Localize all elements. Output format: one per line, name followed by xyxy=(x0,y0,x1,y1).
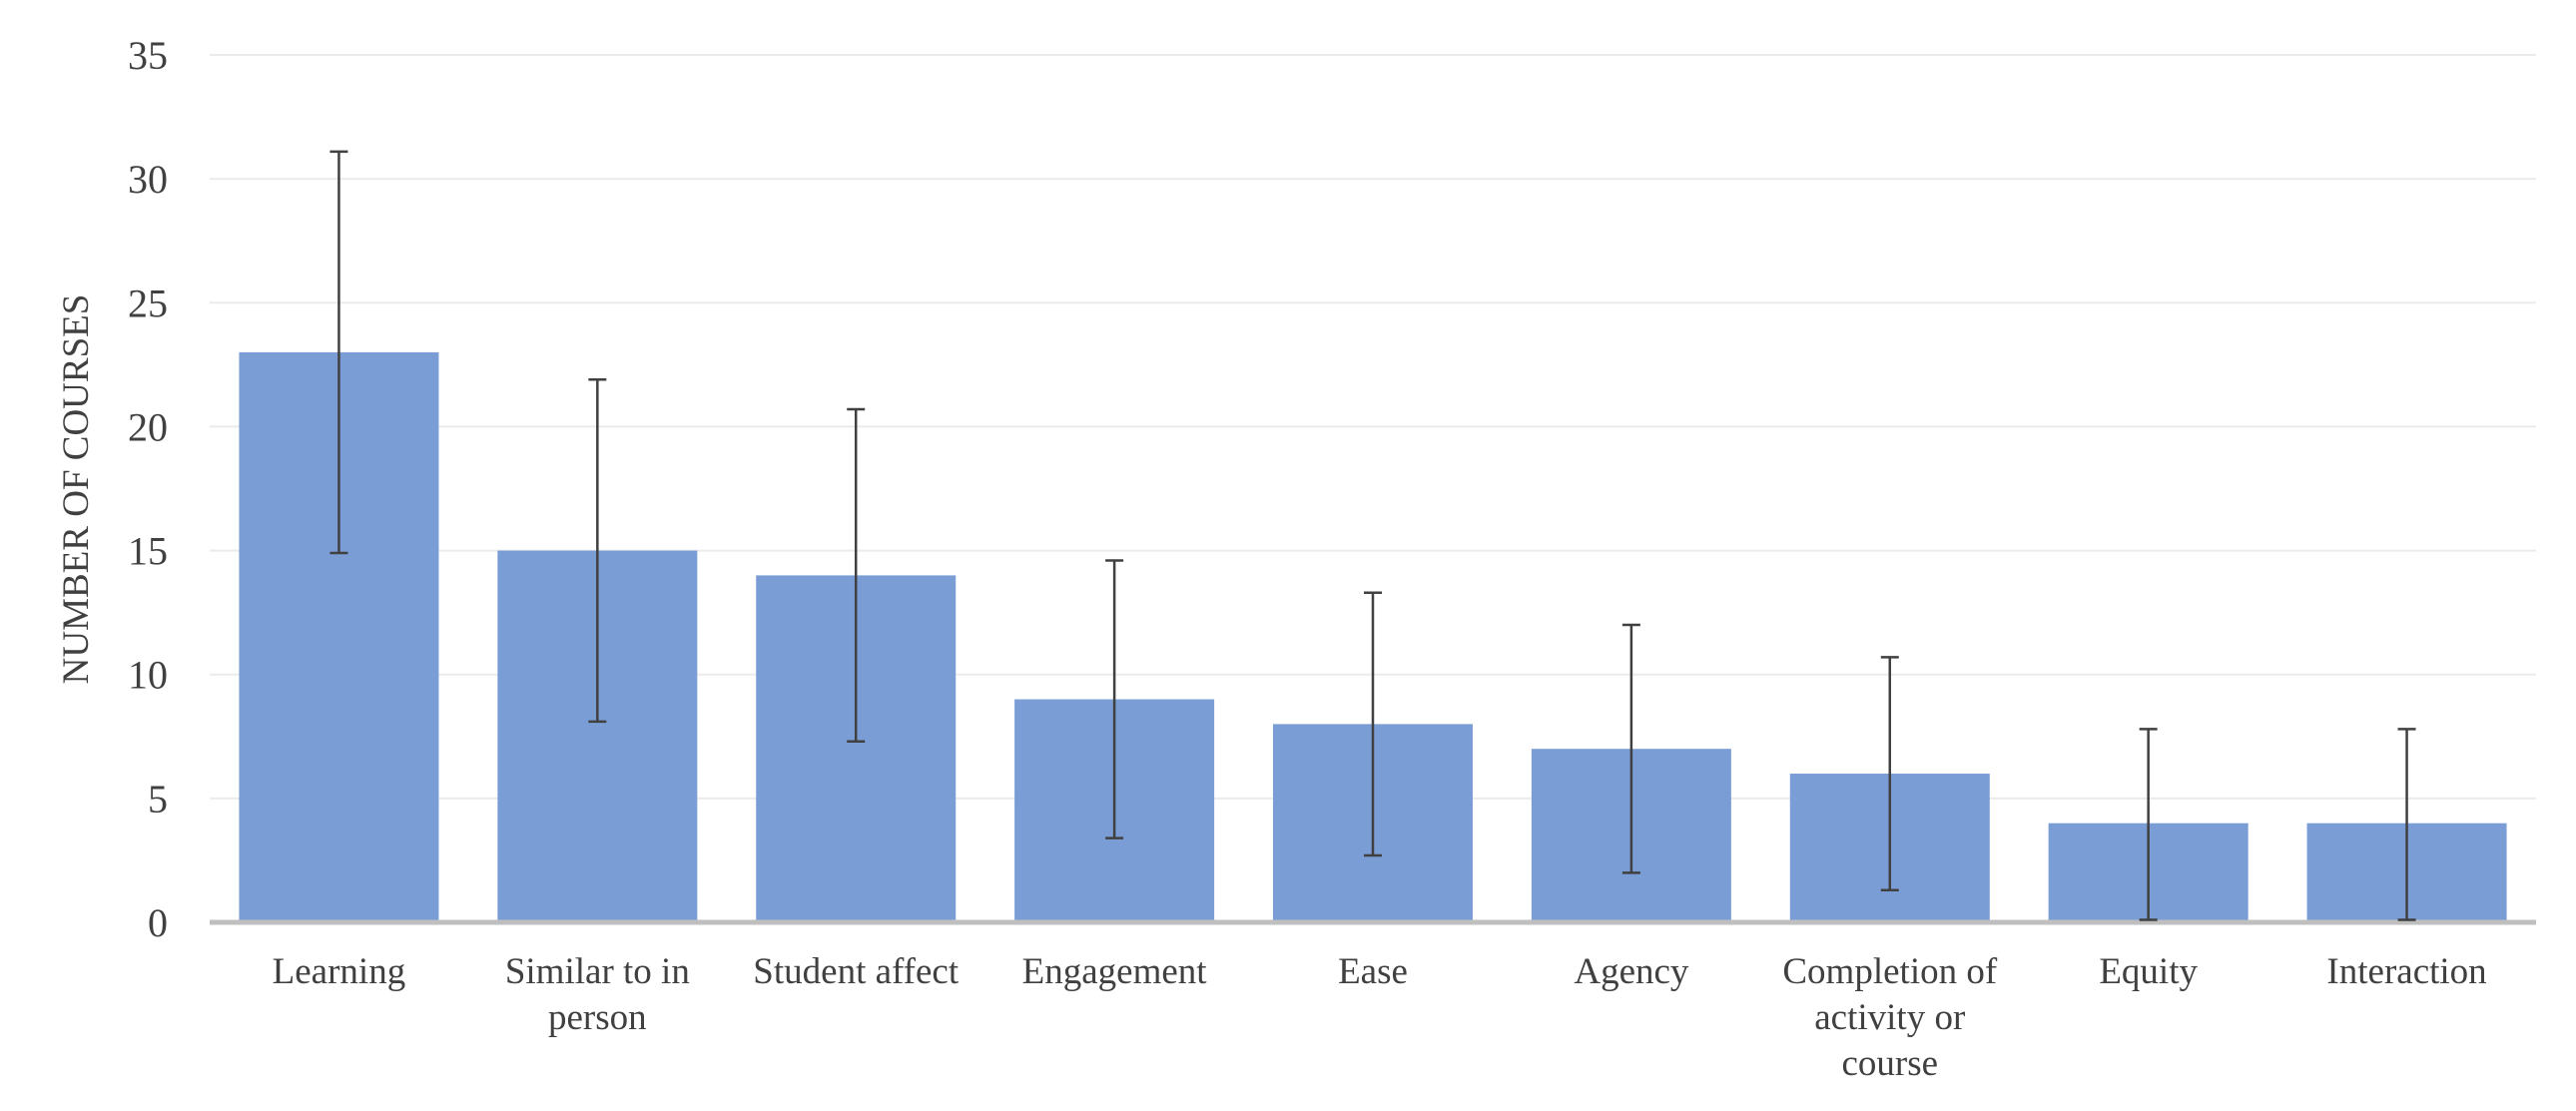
error-bar xyxy=(1880,656,1899,891)
x-tick-label: Engagement xyxy=(1022,951,1208,992)
x-tick-labels: Learning Similar to in person Student affec… xyxy=(273,951,2487,1084)
x-tick-label: Learning xyxy=(273,951,406,992)
y-tick-label: 5 xyxy=(148,777,168,822)
x-tick-label-line: person xyxy=(548,997,647,1038)
x-tick-label: Equity xyxy=(2099,951,2198,992)
error-bar xyxy=(1364,591,1382,857)
x-tick-label-line: course xyxy=(1841,1043,1938,1084)
y-tick-label: 20 xyxy=(128,404,168,449)
error-bar xyxy=(329,150,348,555)
error-bar xyxy=(1105,559,1124,839)
x-tick-label: Agency xyxy=(1574,951,1689,992)
error-bar xyxy=(1621,623,1640,874)
y-axis-title: NUMBER OF COURSES xyxy=(56,294,97,685)
x-tick-label: Similar to in person xyxy=(505,951,690,1038)
y-tick-label: 10 xyxy=(128,653,168,698)
x-tick-label-line: Similar to in xyxy=(505,951,690,992)
error-bar xyxy=(2139,728,2158,921)
x-tick-label: Student affect xyxy=(753,951,960,992)
x-tick-label-line: Engagement xyxy=(1022,951,1208,992)
y-tick-labels: 0 5 10 15 20 25 30 35 xyxy=(128,33,168,945)
error-bars xyxy=(329,150,2416,921)
x-tick-label: Ease xyxy=(1338,951,1408,992)
y-tick-label: 15 xyxy=(128,529,168,574)
x-tick-label-line: Interaction xyxy=(2326,951,2486,992)
error-bar xyxy=(2397,728,2416,921)
x-tick-label: Completion of activity or course xyxy=(1782,951,1997,1084)
y-tick-label: 0 xyxy=(148,900,168,945)
y-tick-label: 25 xyxy=(128,280,168,325)
x-tick-label-line: Completion of xyxy=(1782,951,1997,992)
x-tick-label-line: Equity xyxy=(2099,951,2198,992)
x-tick-label-line: Ease xyxy=(1338,951,1408,992)
x-tick-label-line: Student affect xyxy=(753,951,960,992)
y-tick-label: 30 xyxy=(128,157,168,202)
x-tick-label-line: activity or xyxy=(1814,997,1965,1038)
x-tick-label-line: Learning xyxy=(273,951,406,992)
x-tick-label-line: Agency xyxy=(1574,951,1689,992)
error-bar xyxy=(847,407,866,744)
x-tick-label: Interaction xyxy=(2326,951,2486,992)
error-bar xyxy=(588,378,607,724)
y-tick-label: 35 xyxy=(128,33,168,78)
